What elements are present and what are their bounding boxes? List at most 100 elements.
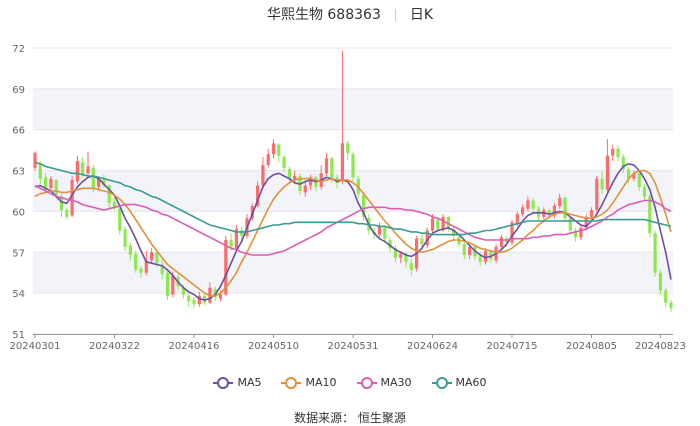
candle-body	[38, 163, 42, 179]
candle-body	[160, 264, 164, 275]
y-tick-label: 60	[12, 207, 25, 218]
candle-body	[150, 252, 154, 261]
candle-body	[261, 165, 265, 186]
candle-body	[287, 169, 291, 179]
x-axis: 20240301 20240322 20240416 20240510 20240531…	[10, 334, 686, 352]
candle-body	[399, 253, 403, 258]
candle-body	[197, 295, 201, 305]
candle-body	[128, 245, 132, 256]
candle-body	[134, 253, 138, 270]
y-tick-label: 51	[12, 330, 25, 341]
x-tick-label: 20240823	[635, 341, 686, 352]
candle-body	[54, 180, 58, 196]
legend-swatch	[213, 376, 234, 389]
candle-body	[478, 256, 482, 262]
candle-body	[515, 214, 519, 224]
candle-body	[171, 275, 175, 295]
candle-body	[192, 299, 196, 305]
legend-item-ma30[interactable]: MA30	[356, 376, 412, 389]
candle-body	[139, 268, 143, 273]
candle-body	[44, 177, 48, 190]
candle-body	[393, 248, 397, 258]
candle-body	[234, 229, 238, 249]
candle-body	[600, 178, 604, 190]
chart-header: 华熙生物 688363 日K	[0, 4, 700, 24]
candle-body	[102, 180, 106, 186]
y-axis: 51 54 57 60 63 66 69 72	[12, 44, 25, 341]
candle-body	[563, 197, 567, 219]
candle-body	[97, 178, 101, 187]
candle-body	[595, 178, 599, 211]
candle-body	[59, 196, 64, 211]
moving-average-lines	[34, 161, 672, 301]
candle-body	[330, 158, 334, 178]
candle-body	[309, 177, 313, 186]
background-bands	[33, 88, 673, 294]
header-separator	[394, 9, 396, 21]
candle-body	[49, 178, 53, 189]
candle-body	[409, 263, 413, 270]
candle-body	[574, 230, 578, 238]
candle-body	[547, 210, 551, 216]
candle-body	[107, 185, 111, 204]
legend-swatch-circle	[435, 376, 448, 389]
candle-body	[420, 238, 424, 245]
chart-title: 华熙生物 688363	[266, 7, 381, 23]
candle-body	[446, 216, 450, 228]
candle-body	[404, 253, 408, 262]
candle-body	[627, 169, 631, 179]
candle-body	[144, 260, 148, 273]
x-tick-label: 20240301	[10, 341, 61, 352]
x-tick-label: 20240624	[407, 341, 458, 352]
legend-item-ma60[interactable]: MA60	[431, 376, 487, 389]
candle-body	[611, 148, 615, 156]
candle-body	[383, 227, 387, 239]
legend-swatch	[281, 376, 302, 389]
candle-body	[441, 216, 445, 230]
x-tick-label: 20240416	[169, 341, 220, 352]
y-tick-label: 66	[12, 126, 25, 137]
legend-swatch-circle	[360, 376, 373, 389]
candle-body	[632, 173, 636, 179]
candle-body	[271, 143, 276, 155]
y-tick-label: 54	[12, 289, 25, 300]
candle-body	[303, 185, 307, 193]
candle-body	[277, 144, 281, 156]
y-tick-label: 72	[12, 44, 25, 55]
candle-body	[658, 272, 662, 291]
legend-swatch-circle	[217, 376, 230, 389]
candle-body	[489, 250, 493, 260]
candle-body	[452, 229, 456, 236]
candle-body	[648, 196, 652, 234]
candle-body	[293, 176, 297, 181]
candle-body	[388, 240, 392, 249]
y-tick-label: 69	[12, 85, 25, 96]
candle-body	[118, 208, 122, 231]
candle-body	[324, 158, 329, 174]
candle-body	[362, 195, 366, 217]
kline-chart: 51 54 57 60 63 66 69 72 20240301 20240322 2024041…	[10, 44, 686, 352]
ma60-line	[34, 161, 672, 236]
legend-label: MA60	[455, 376, 487, 389]
candle-body	[637, 173, 641, 187]
candle-body	[224, 240, 228, 295]
legend-item-ma10[interactable]: MA10	[281, 376, 337, 389]
candle-body	[229, 240, 233, 247]
candle-body	[266, 154, 270, 166]
x-tick-label: 20240510	[248, 341, 299, 352]
x-tick-label: 20240715	[487, 341, 538, 352]
candle-body	[510, 222, 514, 243]
candle-body	[33, 152, 37, 168]
candle-body	[65, 210, 69, 217]
ma10-line	[34, 169, 672, 297]
candle-body	[499, 237, 503, 247]
period-label: 日K	[409, 7, 434, 23]
candle-body	[483, 250, 488, 262]
candle-body	[187, 295, 191, 302]
ma30-line	[34, 184, 672, 256]
candle-body	[558, 197, 562, 206]
legend-item-ma5[interactable]: MA5	[213, 376, 261, 389]
legend-label: MA5	[237, 376, 262, 389]
candle-body	[181, 287, 185, 295]
candle-body	[218, 294, 223, 299]
